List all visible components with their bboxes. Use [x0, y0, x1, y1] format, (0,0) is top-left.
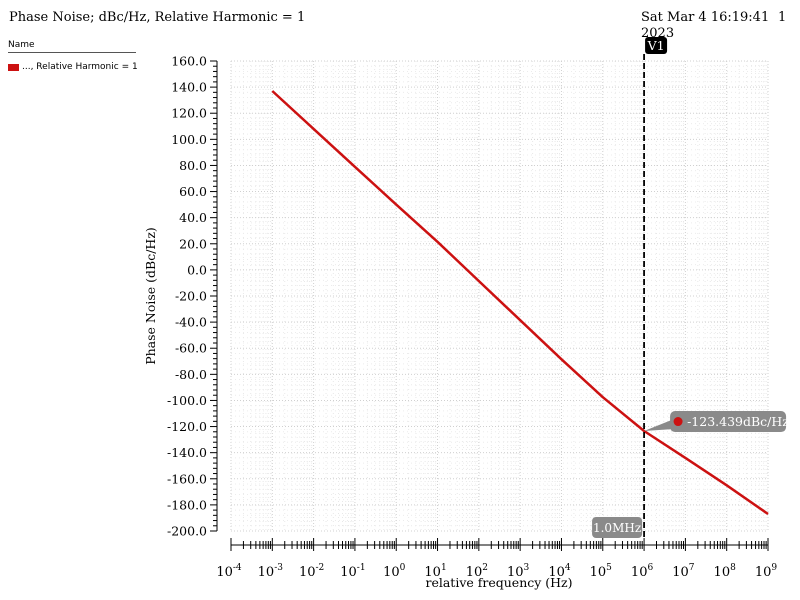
- x-tick-label-base: 10: [590, 565, 607, 580]
- y-tick-label: -140.0: [167, 445, 207, 460]
- x-tick-label: 106: [631, 563, 654, 580]
- x-tick-label-base: 10: [755, 565, 772, 580]
- x-tick-label: 107: [672, 563, 695, 580]
- x-tick-label-base: 10: [258, 565, 275, 580]
- x-tick-label-exponent: 7: [689, 563, 695, 573]
- y-tick-label: -120.0: [167, 419, 207, 434]
- x-tick-label: 101: [424, 563, 446, 580]
- y-tick-label: 60.0: [179, 184, 207, 199]
- x-tick-label-exponent: 9: [771, 563, 777, 573]
- x-tick-label-exponent: -2: [315, 563, 324, 573]
- timestamp-line-1: Sat Mar 4 16:19:41: [641, 10, 770, 25]
- legend-swatch: [8, 63, 19, 71]
- x-tick-label-base: 10: [548, 565, 565, 580]
- x-tick-label-exponent: 1: [441, 563, 447, 573]
- y-axis-label: Phase Noise (dBc/Hz): [143, 227, 158, 365]
- legend-item-label: ..., Relative Harmonic = 1: [22, 62, 138, 72]
- x-tick-label-exponent: 5: [606, 563, 612, 573]
- x-tick-label-exponent: 8: [730, 563, 736, 573]
- y-tick-label: 40.0: [179, 210, 207, 225]
- x-tick-label-base: 10: [340, 565, 357, 580]
- x-tick-label-base: 10: [631, 565, 648, 580]
- y-tick-label: 80.0: [179, 158, 207, 173]
- x-tick-label: 109: [755, 563, 778, 580]
- vertical-marker-x-tag: [592, 517, 643, 538]
- x-tick-label: 108: [714, 563, 737, 580]
- y-tick-label: 160.0: [171, 54, 207, 69]
- x-tick-label: 10-4: [216, 563, 242, 580]
- x-tick-label-base: 10: [714, 565, 731, 580]
- series-line: [271, 90, 769, 516]
- x-tick-label-base: 10: [424, 565, 441, 580]
- point-marker-tag: [670, 411, 787, 433]
- x-tick-label-exponent: -1: [357, 563, 366, 573]
- y-tick-label: 100.0: [171, 132, 207, 147]
- x-tick-label: 10-1: [340, 563, 365, 580]
- vertical-marker-tag: [645, 37, 668, 54]
- y-tick-label: 140.0: [171, 80, 207, 95]
- point-marker-pointer: [644, 419, 675, 432]
- x-tick-label: 10-3: [258, 563, 284, 580]
- x-tick-label-exponent: 3: [524, 563, 530, 573]
- legend-header: Name: [8, 40, 136, 53]
- x-tick-label: 105: [590, 563, 613, 580]
- point-marker-label: -123.439dBc/Hz: [687, 414, 789, 429]
- y-tick-label: -60.0: [175, 341, 207, 356]
- chart-title: Phase Noise; dBc/Hz, Relative Harmonic =…: [9, 10, 306, 25]
- x-tick-label: 104: [548, 563, 571, 580]
- x-tick-label: 100: [383, 563, 406, 580]
- legend-item[interactable]: ..., Relative Harmonic = 1: [8, 62, 138, 72]
- y-tick-label: 120.0: [171, 106, 207, 121]
- x-tick-label-base: 10: [299, 565, 316, 580]
- y-tick-label: 0.0: [187, 262, 207, 277]
- x-tick-label-exponent: 6: [647, 563, 653, 573]
- x-tick-label: 102: [466, 563, 488, 580]
- x-tick-label-base: 10: [672, 565, 689, 580]
- x-tick-label-exponent: 4: [565, 563, 571, 573]
- point-marker-dot: [673, 417, 683, 427]
- x-tick-label-exponent: 0: [400, 563, 406, 573]
- y-tick-label: -20.0: [175, 289, 207, 304]
- vertical-marker-name: V1: [647, 38, 665, 53]
- x-tick-label-base: 10: [507, 565, 524, 580]
- y-tick-label: -100.0: [167, 393, 207, 408]
- x-tick-label-base: 10: [383, 565, 400, 580]
- x-tick-label-exponent: 2: [482, 563, 488, 573]
- y-tick-label: -40.0: [175, 315, 207, 330]
- y-tick-label: 20.0: [179, 236, 207, 251]
- vertical-marker-x-label: 1.0MHz: [593, 521, 641, 535]
- page-number: 1: [778, 10, 787, 25]
- x-tick-label-base: 10: [466, 565, 483, 580]
- x-tick-label-exponent: -3: [274, 563, 283, 573]
- x-tick-label: 103: [507, 563, 530, 580]
- y-tick-label: -160.0: [167, 471, 207, 486]
- x-tick-label: 10-2: [299, 563, 324, 580]
- y-tick-label: -180.0: [167, 497, 207, 512]
- x-tick-label-exponent: -4: [233, 563, 242, 573]
- x-tick-label-base: 10: [216, 565, 233, 580]
- y-tick-label: -200.0: [167, 524, 207, 539]
- x-axis-label: relative frequency (Hz): [425, 575, 572, 590]
- y-tick-label: -80.0: [175, 367, 207, 382]
